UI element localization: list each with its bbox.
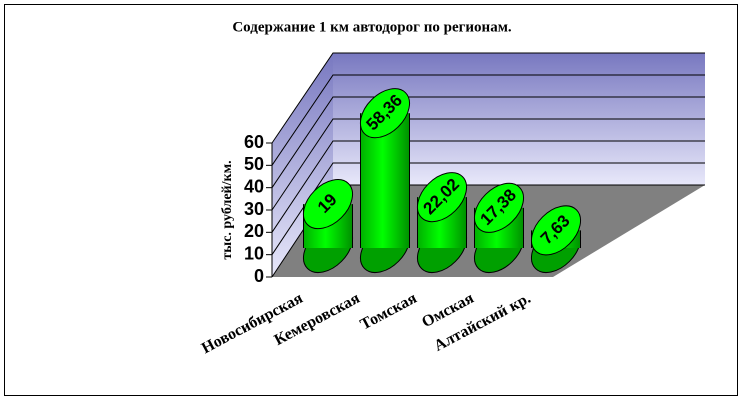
y-tick-label: 60: [244, 132, 264, 152]
grid-line: [271, 162, 705, 255]
y-tick-label: 40: [244, 176, 264, 196]
chart-title: Содержание 1 км автодорог по регионам.: [232, 19, 512, 35]
y-tick-label: 30: [244, 199, 264, 219]
cylinder-top: [473, 182, 525, 233]
y-tick-label: 10: [244, 243, 264, 263]
cylinder-top: [530, 205, 582, 256]
cylinder: [359, 88, 411, 274]
y-tick-label: 50: [244, 154, 264, 174]
cylinder: [416, 172, 468, 274]
cylinder: [530, 205, 582, 274]
grid-line: [271, 74, 705, 166]
y-tick-label: 20: [244, 221, 264, 241]
grid-line: [271, 118, 705, 211]
cylinder-top: [359, 88, 411, 139]
grid-line: [271, 52, 705, 144]
grid-line: [271, 140, 705, 233]
y-axis-label: тыс. рублей/км.: [220, 160, 235, 259]
cylinder: [302, 179, 354, 274]
grid-line: [271, 96, 705, 188]
y-tick-label: 0: [254, 266, 264, 286]
cylinder-top: [302, 179, 354, 230]
cylinder-top: [416, 172, 468, 223]
cylinder: [473, 182, 525, 274]
